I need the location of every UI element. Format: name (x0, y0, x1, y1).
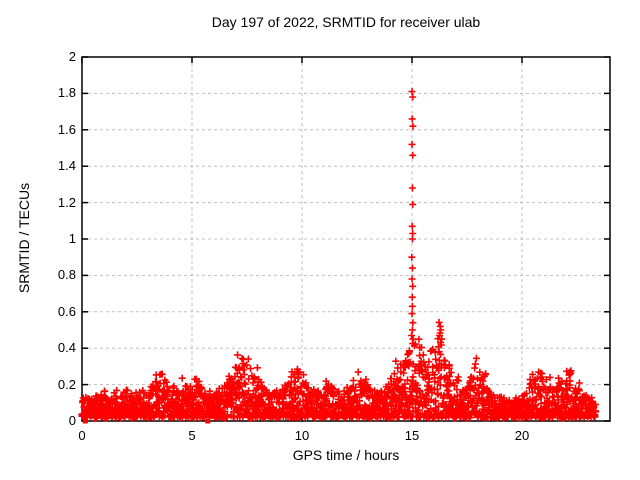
y-tick-label: 0.2 (57, 376, 76, 392)
y-tick-label: 0 (68, 413, 76, 428)
x-tick-label: 10 (294, 428, 310, 443)
x-tick-label: 0 (78, 428, 86, 443)
chart-title: Day 197 of 2022, SRMTID for receiver ula… (211, 14, 481, 30)
y-tick-label: 1.2 (57, 194, 76, 210)
y-tick-label: 2 (68, 49, 76, 64)
y-tick-label: 1.6 (57, 121, 76, 137)
y-tick-label: 1 (68, 231, 76, 246)
gridlines (82, 57, 610, 421)
x-tick-label: 15 (404, 428, 420, 443)
x-tick-label: 20 (514, 428, 530, 443)
data-points-plus (78, 88, 600, 422)
x-axis-label: GPS time / hours (292, 447, 400, 463)
y-tick-label: 0.6 (57, 303, 76, 319)
y-tick-label: 0.8 (57, 267, 76, 283)
y-tick-label: 0.4 (57, 340, 76, 356)
x-tick-label: 5 (188, 428, 196, 443)
y-tick-label: 1.8 (57, 85, 76, 101)
data-points-square (82, 418, 211, 424)
y-tick-label: 1.4 (57, 158, 76, 174)
